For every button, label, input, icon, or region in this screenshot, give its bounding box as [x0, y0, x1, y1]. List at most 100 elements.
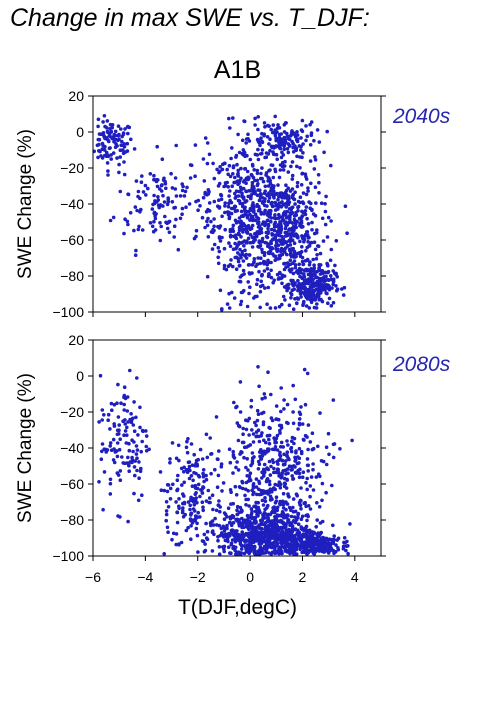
- data-point: [275, 518, 279, 522]
- data-point: [212, 532, 216, 537]
- data-point: [315, 501, 319, 505]
- data-point: [263, 184, 268, 189]
- data-point: [118, 189, 123, 194]
- data-point: [326, 544, 331, 548]
- data-point: [170, 200, 175, 204]
- data-point: [122, 385, 127, 390]
- data-point: [257, 269, 261, 274]
- data-point: [216, 224, 220, 229]
- data-point: [193, 174, 197, 178]
- data-point: [212, 199, 217, 204]
- data-point: [315, 302, 319, 306]
- data-point: [304, 124, 308, 128]
- data-point: [260, 273, 265, 277]
- data-point: [319, 277, 323, 281]
- data-point: [326, 301, 330, 306]
- data-point: [164, 518, 168, 523]
- data-point: [237, 523, 242, 528]
- data-point: [253, 509, 258, 514]
- data-point: [253, 189, 257, 194]
- data-point: [240, 525, 244, 530]
- data-point: [350, 438, 354, 443]
- data-point: [191, 478, 195, 483]
- data-point: [96, 155, 100, 160]
- data-point: [112, 137, 116, 141]
- data-point: [298, 223, 302, 228]
- data-point: [260, 166, 264, 170]
- data-point: [138, 405, 142, 410]
- data-point: [265, 533, 270, 537]
- data-point: [115, 432, 120, 437]
- data-point: [306, 504, 311, 508]
- data-point: [309, 120, 314, 124]
- data-point: [293, 190, 297, 194]
- data-point: [187, 464, 192, 469]
- data-point: [293, 265, 298, 270]
- data-point: [96, 117, 101, 122]
- data-point: [276, 483, 280, 488]
- data-point: [165, 483, 170, 487]
- data-point: [263, 125, 267, 129]
- data-point: [132, 147, 137, 151]
- data-point: [306, 236, 311, 240]
- scatter-points: [92, 114, 349, 312]
- data-point: [247, 263, 251, 267]
- data-point: [272, 254, 276, 258]
- data-point: [260, 431, 264, 435]
- data-point: [235, 208, 239, 213]
- data-point: [188, 503, 192, 508]
- data-point: [237, 150, 242, 155]
- data-point: [326, 551, 331, 555]
- data-point: [308, 260, 312, 264]
- data-point: [201, 471, 205, 476]
- data-point: [108, 122, 113, 127]
- data-point: [299, 486, 303, 490]
- data-point: [318, 251, 323, 256]
- data-point: [99, 132, 103, 136]
- data-point: [194, 496, 198, 500]
- data-point: [236, 251, 240, 255]
- data-point: [306, 222, 311, 226]
- data-point: [257, 224, 262, 228]
- data-point: [165, 202, 170, 207]
- data-point: [263, 468, 267, 473]
- data-point: [178, 216, 183, 221]
- data-point: [331, 282, 336, 287]
- data-point: [300, 422, 305, 426]
- data-point: [182, 480, 186, 485]
- data-point: [126, 192, 131, 197]
- data-point: [227, 520, 232, 525]
- data-point: [281, 502, 286, 507]
- data-point: [275, 467, 280, 472]
- data-point: [272, 278, 277, 283]
- data-point: [297, 417, 302, 421]
- data-point: [132, 465, 137, 469]
- data-point: [233, 539, 238, 544]
- data-point: [256, 459, 261, 464]
- data-point: [137, 460, 141, 464]
- data-point: [256, 256, 260, 260]
- data-point: [260, 536, 264, 540]
- data-point: [290, 221, 295, 225]
- data-point: [256, 208, 261, 213]
- data-point: [255, 262, 260, 267]
- data-point: [245, 457, 249, 461]
- data-point: [134, 179, 139, 183]
- data-point: [268, 426, 272, 431]
- data-point: [296, 278, 300, 283]
- data-point: [291, 283, 296, 288]
- data-point: [254, 477, 259, 481]
- data-point: [252, 209, 256, 213]
- data-point: [236, 438, 241, 443]
- data-point: [195, 515, 199, 519]
- data-point: [281, 511, 286, 516]
- data-point: [133, 205, 138, 209]
- data-point: [239, 255, 243, 260]
- scenario-title: A1B: [213, 56, 262, 84]
- data-point: [111, 437, 116, 442]
- data-point: [287, 144, 292, 148]
- data-point: [292, 132, 297, 136]
- data-point: [266, 285, 271, 290]
- data-point: [260, 140, 265, 145]
- data-point: [122, 160, 126, 164]
